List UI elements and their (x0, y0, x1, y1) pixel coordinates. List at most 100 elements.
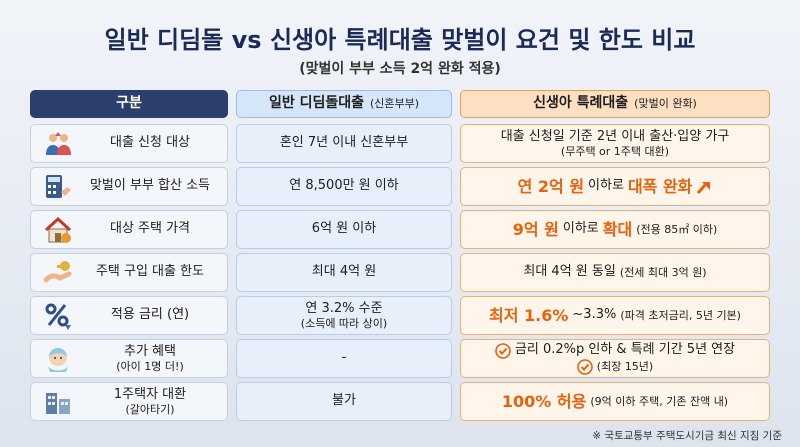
column-header: 구분 (30, 90, 228, 118)
row-label-line: 대상 주택 가격 (109, 221, 191, 237)
standard-line: - (341, 350, 347, 366)
newborn-cell: 100% 허용 (9억 이하 주택, 기존 잔액 내) (460, 382, 770, 421)
row-label: 적용 금리 (연) (73, 307, 227, 323)
table-row: 1주택자 대환 (갈아타기) 불가 100% 허용 (9억 이하 주택, 기존 잔액 내… (30, 382, 770, 421)
newborn-line: 연 2억 원 이하로 대폭 완화 (518, 177, 713, 197)
newborn-line: 9억 원 이하로 확대 (전용 85㎡ 이하) (513, 220, 718, 240)
newborn-text: (전용 85㎡ 이하) (636, 222, 718, 236)
row-icon (44, 216, 72, 243)
standard-line: 혼인 7년 이내 신혼부부 (279, 135, 409, 151)
table-row: 맞벌이 부부 합산 소득 연 8,500만 원 이하 연 2억 원 이하로 대폭 완화 (30, 167, 770, 206)
row-label-cell: 맞벌이 부부 합산 소득 (30, 167, 228, 206)
table-row: 대상 주택 가격 6억 원 이하 9억 원 이하로 확대 (전용 85㎡ 이하) (30, 210, 770, 249)
row-icon (48, 347, 68, 372)
subtitle: (맞벌이 부부 소득 2억 완화 적용) (299, 61, 501, 77)
row-label-line: 1주택자 대환 (113, 386, 187, 402)
row-label: 주택 구입 대출 한도 (73, 264, 227, 280)
comparison-table: 구분 일반 디딤돌대출 (신혼부부) 신생아 특례대출 (맞벌이 완화) 대출 신청 대상… (30, 90, 770, 425)
newborn-text: 이하로 (588, 178, 624, 194)
title: 일반 디딤돌 vs 신생아 특례대출 맞벌이 요건 및 한도 비교 (104, 26, 696, 54)
newborn-line: 100% 허용 (9억 이하 주택, 기존 잔액 내) (502, 392, 728, 412)
row-icon (46, 392, 70, 414)
table-row: 적용 금리 (연) 연 3.2% 수준 (소득에 따라 상이) 최저 1.6% ~3.3… (30, 296, 770, 335)
row-icon (46, 174, 71, 198)
newborn-cell: 연 2억 원 이하로 대폭 완화 (460, 167, 770, 206)
row-label-cell: 주택 구입 대출 한도 (30, 253, 228, 292)
newborn-text: 최대 4억 원 동일 (523, 264, 616, 280)
row-label-line: 적용 금리 (연) (110, 307, 190, 323)
newborn-cell: 최저 1.6% ~3.3% (파격 초저금리, 5년 기본) (460, 296, 770, 335)
row-label: 맞벌이 부부 합산 소득 (73, 178, 227, 194)
table-row: 대출 신청 대상 혼인 7년 이내 신혼부부 대출 신청일 기준 2년 이내 출산·… (30, 124, 770, 163)
standard-line: 연 3.2% 수준 (305, 300, 383, 316)
newborn-text: (최장 15년) (596, 359, 654, 373)
table-row: 추가 혜택 (아이 1명 더!) - 금리 0.2%p 인하 & 특례 기간 5년 연… (30, 339, 770, 378)
newborn-text: 이하로 (562, 221, 599, 237)
row-label-line: 주택 구입 대출 한도 (95, 264, 205, 280)
newborn-text: (9억 이하 주택, 기존 잔액 내) (590, 394, 729, 408)
standard-cell: 혼인 7년 이내 신혼부부 (236, 124, 452, 163)
newborn-text: 대폭 완화 (627, 176, 693, 196)
column-note: (맞벌이 완화) (634, 97, 697, 111)
standard-cell: 최대 4억 원 (236, 253, 452, 292)
row-label-cell: 대상 주택 가격 (30, 210, 228, 249)
row-icon (43, 260, 72, 282)
column-label: 신생아 특례대출 (533, 95, 629, 112)
newborn-line: 금리 0.2%p 인하 & 특례 기간 5년 연장 (495, 342, 736, 359)
row-label: 대상 주택 가격 (73, 221, 227, 237)
table-row: 주택 구입 대출 한도 최대 4억 원 최대 4억 원 동일 (전세 최대 3억 원) (30, 253, 770, 292)
newborn-cell: 금리 0.2%p 인하 & 특례 기간 5년 연장 (최장 15년) (460, 339, 770, 378)
column-header: 일반 디딤돌대출 (신혼부부) (236, 90, 452, 118)
newborn-line: 대출 신청일 기준 2년 이내 출산·입양 가구 (501, 129, 730, 145)
newborn-text: 9억 원 (512, 219, 559, 239)
newborn-line: (최장 15년) (576, 358, 654, 375)
newborn-text: (무주택 or 1주택 대환) (560, 144, 670, 158)
check-icon (576, 358, 593, 375)
newborn-text: 연 2억 원 (517, 176, 585, 196)
newborn-text: ~3.3% (572, 307, 617, 323)
row-icon (46, 131, 71, 155)
standard-cell: 연 8,500만 원 이하 (236, 167, 452, 206)
row-label-cell: 적용 금리 (연) (30, 296, 228, 335)
newborn-line: 최대 4억 원 동일 (전세 최대 3억 원) (523, 264, 706, 280)
standard-line: 최대 4억 원 (311, 264, 377, 280)
row-label: 1주택자 대환 (갈아타기) (73, 387, 227, 417)
newborn-line: (무주택 or 1주택 대환) (561, 145, 669, 159)
row-label-cell: 대출 신청 대상 (30, 124, 228, 163)
newborn-text: 대출 신청일 기준 2년 이내 출산·입양 가구 (500, 128, 730, 144)
standard-cell: 연 3.2% 수준 (소득에 따라 상이) (236, 296, 452, 335)
standard-cell: 불가 (236, 382, 452, 421)
row-label-line: (아이 1명 더!) (116, 359, 184, 373)
row-label: 추가 혜택 (아이 1명 더!) (73, 344, 227, 374)
newborn-text: 금리 0.2%p 인하 & 특례 기간 5년 연장 (514, 342, 736, 358)
row-label-cell: 1주택자 대환 (갈아타기) (30, 382, 228, 421)
newborn-text: (전세 최대 3억 원) (619, 265, 707, 279)
row-label-line: 대출 신청 대상 (109, 135, 191, 151)
newborn-line: 최저 1.6% ~3.3% (파격 초저금리, 5년 기본) (489, 306, 741, 326)
arrow-icon (697, 181, 711, 194)
newborn-cell: 대출 신청일 기준 2년 이내 출산·입양 가구 (무주택 or 1주택 대환) (460, 124, 770, 163)
column-header: 신생아 특례대출 (맞벌이 완화) (460, 90, 770, 118)
column-note: (신혼부부) (369, 97, 420, 111)
standard-cell: 6억 원 이하 (236, 210, 452, 249)
standard-line: (소득에 따라 상이) (300, 316, 388, 330)
row-label-line: 맞벌이 부부 합산 소득 (89, 178, 211, 194)
footnote: ※ 국토교통부 주택도시기금 최신 지침 기준 (592, 430, 782, 442)
check-icon (495, 342, 511, 359)
row-label-line: 추가 혜택 (124, 343, 176, 359)
row-label: 대출 신청 대상 (73, 135, 227, 151)
row-label-line: (갈아타기) (125, 402, 175, 416)
newborn-cell: 9억 원 이하로 확대 (전용 85㎡ 이하) (460, 210, 770, 249)
header-row: 구분 일반 디딤돌대출 (신혼부부) 신생아 특례대출 (맞벌이 완화) (30, 90, 770, 118)
newborn-text: 최저 1.6% (489, 305, 569, 325)
standard-line: 연 8,500만 원 이하 (289, 178, 399, 194)
standard-line: 6억 원 이하 (311, 221, 377, 237)
newborn-cell: 최대 4억 원 동일 (전세 최대 3억 원) (460, 253, 770, 292)
standard-cell: - (236, 339, 452, 378)
newborn-text: (파격 초저금리, 5년 기본) (620, 308, 741, 322)
newborn-text: 확대 (602, 219, 633, 239)
standard-line: 불가 (332, 393, 356, 409)
row-label-cell: 추가 혜택 (아이 1명 더!) (30, 339, 228, 378)
row-icon (45, 303, 71, 330)
